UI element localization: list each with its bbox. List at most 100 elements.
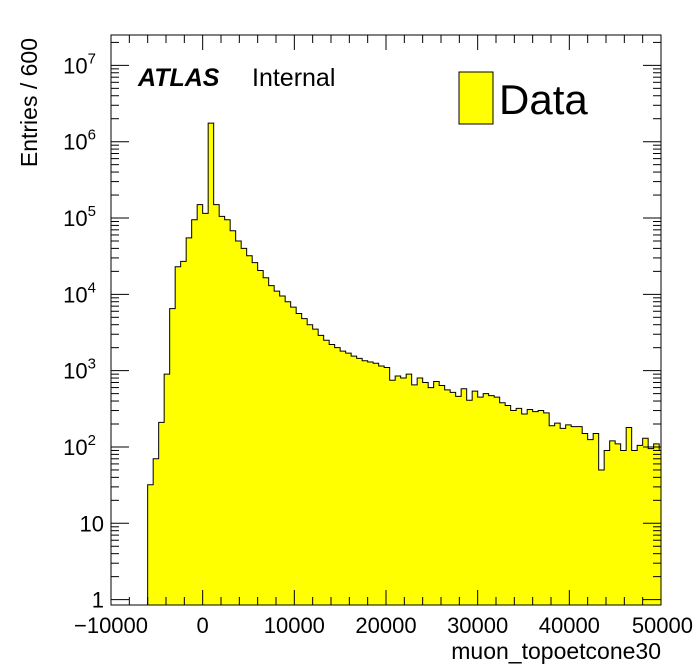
histogram-bar (653, 443, 660, 605)
histogram-bar (505, 405, 512, 605)
histogram-bar (565, 424, 572, 605)
histogram-bar (389, 380, 396, 605)
histogram-bar (538, 410, 545, 605)
histogram-bar (642, 438, 649, 605)
histogram-bar (180, 261, 187, 605)
histogram-bar (263, 277, 270, 605)
histogram-bar (598, 469, 605, 605)
x-tick-label: −10000 (74, 613, 148, 638)
y-tick-label: 106 (63, 127, 96, 155)
histogram-bar (626, 427, 633, 605)
histogram-bar (290, 307, 297, 605)
histogram-bar (472, 391, 479, 605)
histogram-bar (615, 443, 622, 605)
histogram-bar (230, 230, 237, 605)
histogram-bar (554, 423, 561, 605)
histogram-bar (543, 412, 550, 605)
histogram-bar (461, 388, 468, 605)
histogram-bar (164, 374, 171, 605)
histogram-bar (202, 213, 209, 605)
histogram-bar (285, 301, 292, 605)
y-tick-label: 103 (63, 356, 96, 384)
x-tick-labels: −10000 0 10000 20000 30000 40000 50000 (74, 613, 693, 638)
y-axis-title: Entries / 600 (16, 38, 42, 167)
histogram-bar (604, 450, 611, 605)
histogram-bar (296, 313, 303, 605)
y-tick-label: 105 (63, 203, 96, 231)
y-tick-label: 102 (63, 432, 96, 460)
histogram-bar (593, 433, 600, 605)
histogram-bar (648, 448, 655, 605)
histogram-bars (147, 122, 662, 606)
histogram-bar (488, 395, 495, 605)
x-tick-label: 40000 (539, 613, 600, 638)
histogram-bar (318, 335, 325, 605)
histogram-bar (274, 291, 281, 605)
histogram-bar (510, 410, 517, 605)
histogram-bar (246, 255, 253, 605)
histogram-bar (571, 426, 578, 605)
histogram-bar (521, 414, 528, 605)
histogram-bar (334, 347, 341, 605)
histogram-bar (450, 392, 457, 605)
x-axis-title: muon_topoetcone30 (451, 638, 661, 664)
histogram-bar (158, 422, 165, 605)
histogram-bar (219, 216, 226, 605)
histogram-bar (631, 450, 638, 605)
histogram-bar (455, 396, 462, 605)
y-tick-label: 10 (80, 511, 104, 536)
histogram-bar (494, 397, 501, 605)
histogram-bar (439, 385, 446, 605)
x-tick-label: 50000 (632, 613, 693, 638)
histogram-bar (345, 353, 352, 605)
y-tick-label: 107 (63, 50, 96, 78)
histogram-bar (213, 204, 220, 605)
histogram-bar (417, 378, 424, 605)
histogram-bar (444, 389, 451, 605)
histogram-bar (307, 324, 314, 605)
histogram-bar (527, 409, 534, 605)
histogram-bar (532, 411, 539, 605)
histogram-bar (235, 240, 242, 606)
histogram-bar (395, 376, 402, 605)
y-tick-label: 1 (92, 588, 104, 613)
histogram-bar (587, 439, 594, 605)
histogram-bar (191, 219, 198, 605)
histogram-bar (175, 266, 182, 605)
legend: Data (458, 71, 588, 125)
x-tick-label: 20000 (355, 613, 416, 638)
histogram-bar (356, 358, 363, 605)
histogram-bar (406, 374, 413, 605)
histogram-bar (241, 248, 248, 605)
histogram-bar (411, 384, 418, 605)
histogram-bar (367, 361, 374, 605)
histogram-bar (422, 382, 429, 605)
histogram-bar (433, 381, 440, 605)
x-tick-label: 0 (197, 613, 209, 638)
histogram-bar (620, 450, 627, 605)
histogram-bar (384, 367, 391, 605)
histogram-bar (483, 393, 490, 605)
histogram-bar (312, 329, 319, 605)
histogram-bar (549, 425, 556, 605)
atlas-label: ATLAS (137, 64, 220, 92)
legend-label-data: Data (499, 76, 588, 123)
histogram-bar (301, 318, 308, 605)
histogram-bar (257, 270, 264, 605)
histogram-bar (576, 426, 583, 605)
histogram-bar (197, 204, 204, 605)
histogram-bar (516, 408, 523, 605)
histogram-bar (499, 402, 506, 605)
histogram-bar (582, 433, 589, 605)
histogram-bar (362, 360, 369, 605)
histogram-bar (169, 308, 176, 605)
histogram-bar (400, 378, 407, 605)
histogram-bar (560, 428, 567, 605)
histogram-bar (153, 458, 160, 605)
histogram-bar (609, 440, 616, 605)
histogram-bar (252, 262, 259, 605)
histogram-bar (208, 123, 215, 605)
histogram-bar (466, 400, 473, 605)
status-label: Internal (252, 64, 335, 92)
